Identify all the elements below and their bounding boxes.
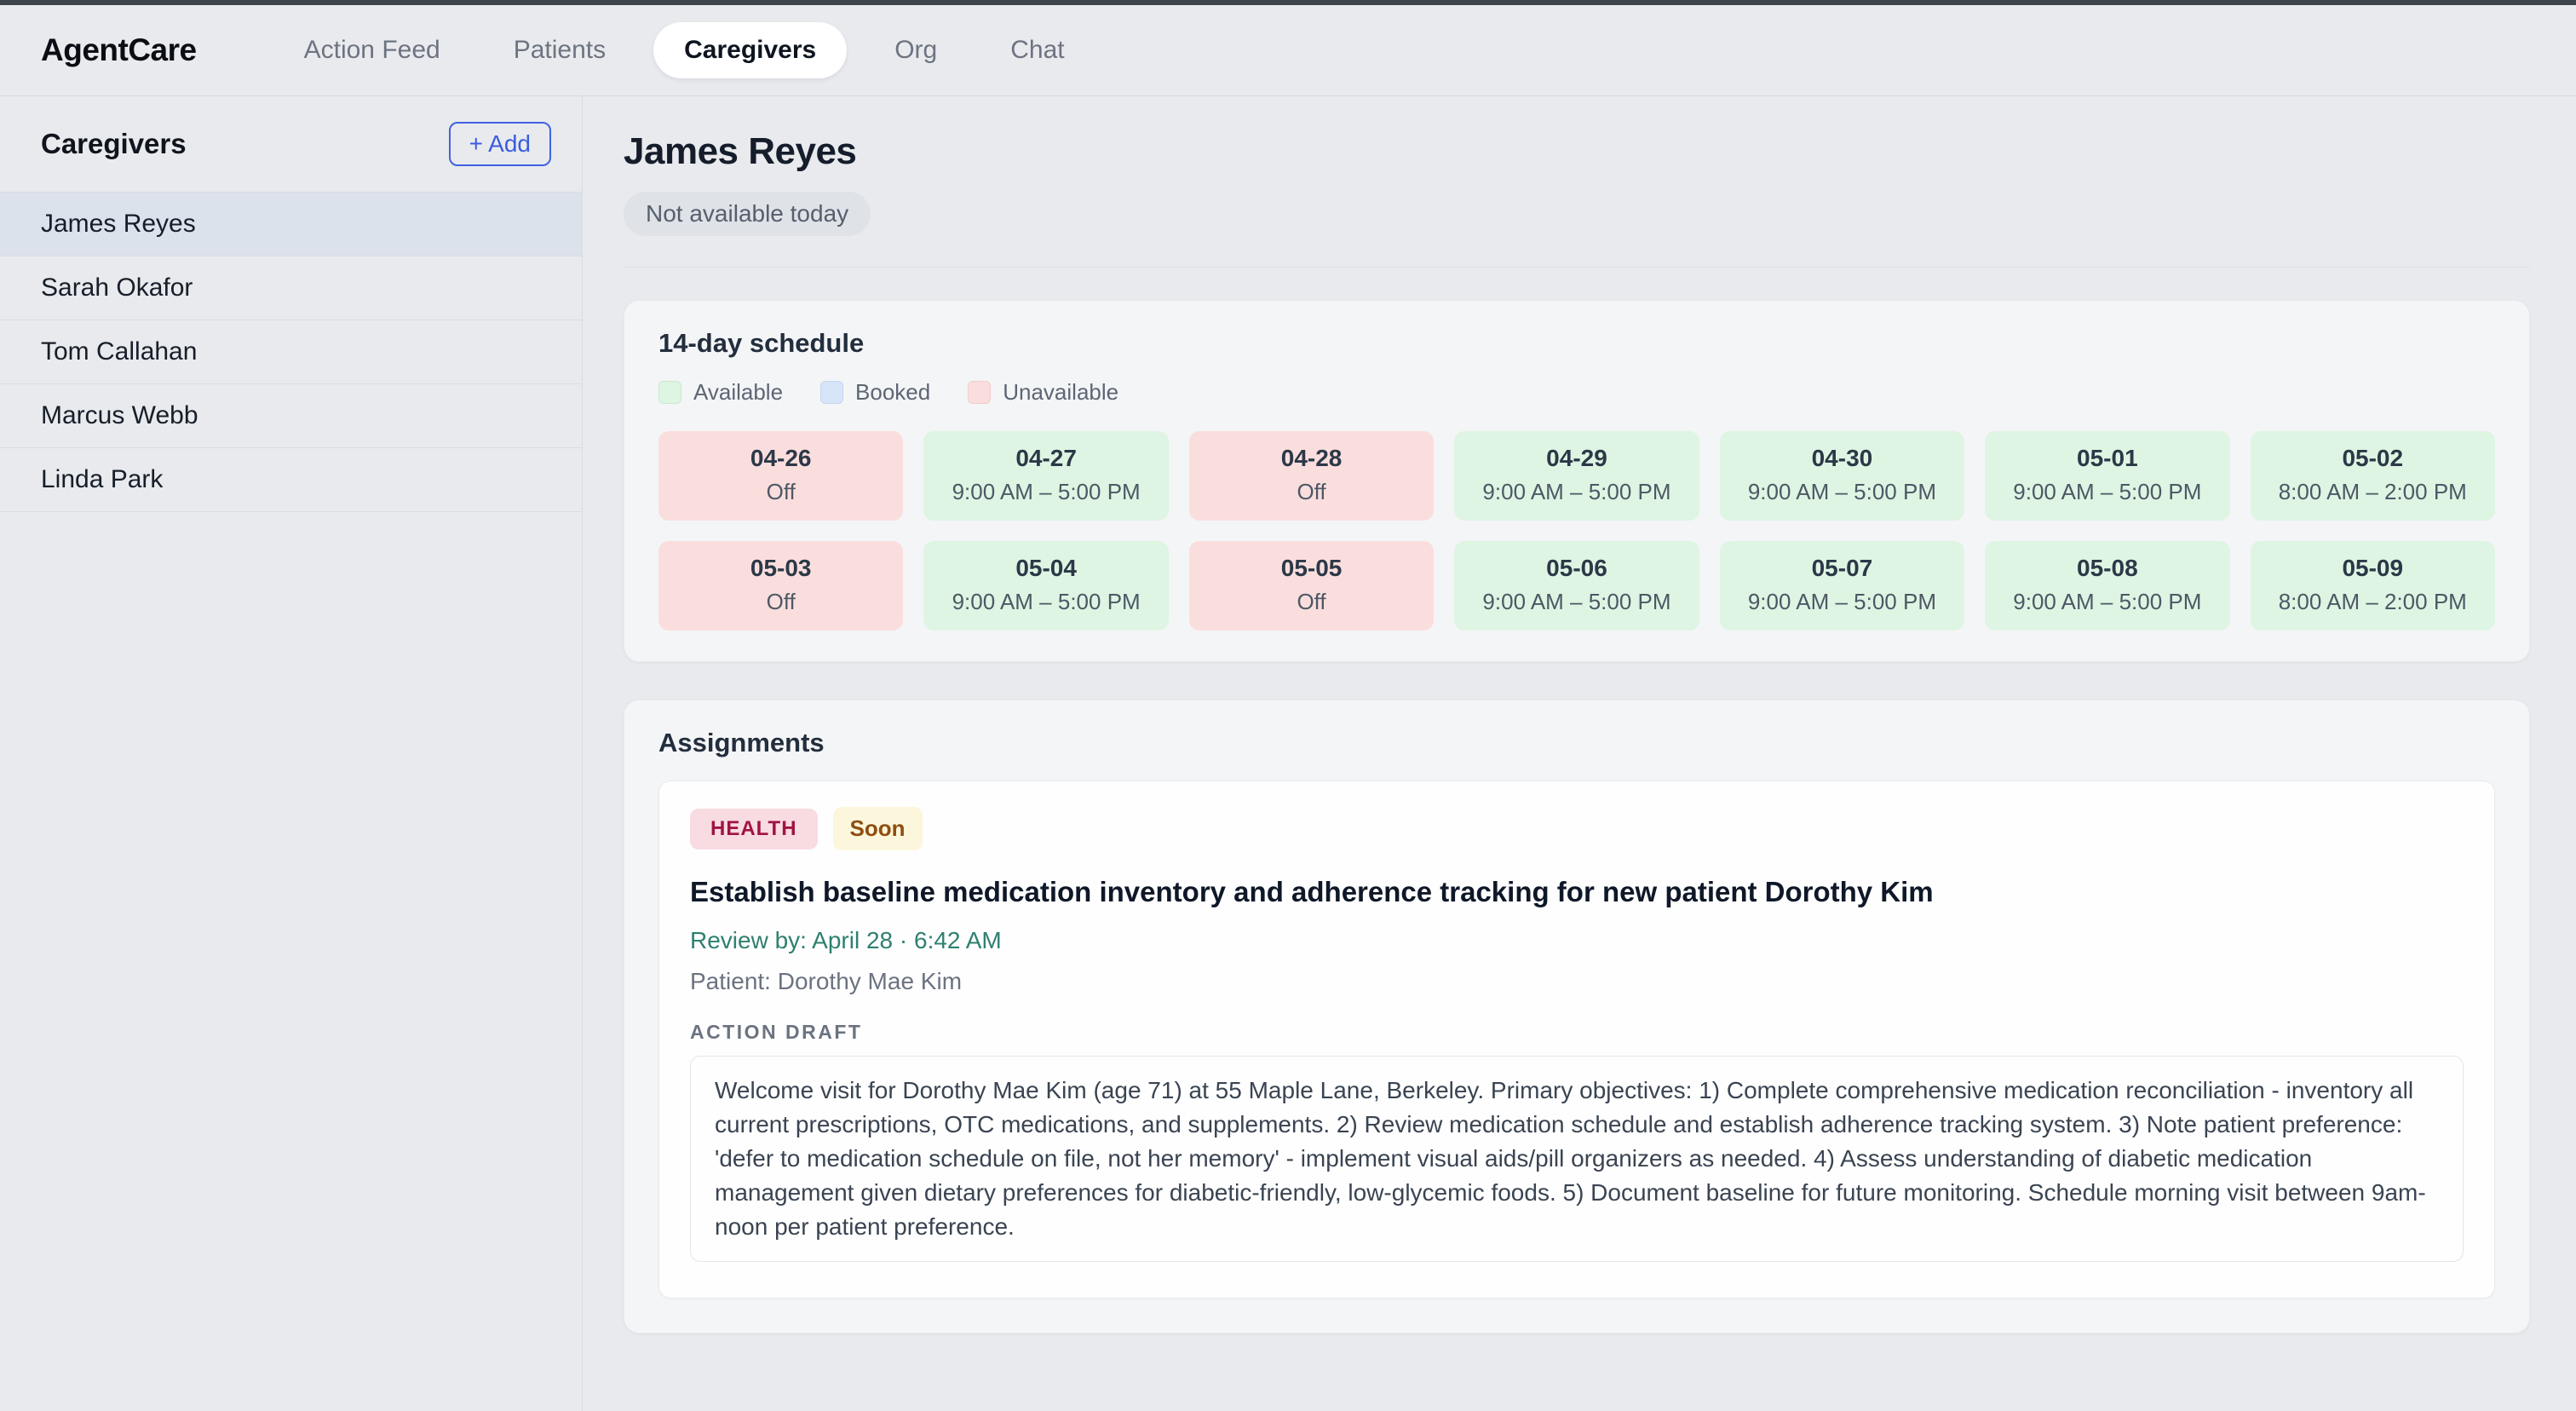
- sidebar-item-sarah-okafor[interactable]: Sarah Okafor: [0, 256, 582, 320]
- assignment-item: HEALTH Soon Establish baseline medicatio…: [658, 780, 2495, 1299]
- legend-label: Available: [693, 379, 784, 405]
- day-date: 05-03: [750, 555, 812, 581]
- tab-caregivers[interactable]: Caregivers: [653, 22, 848, 78]
- sidebar-item-marcus-webb[interactable]: Marcus Webb: [0, 384, 582, 448]
- day-cell: 04-28 Off: [1188, 431, 1435, 521]
- app-brand: AgentCare: [41, 32, 197, 67]
- day-cell: 05-08 9:00 AM – 5:00 PM: [1985, 541, 2230, 631]
- day-cell: 05-05 Off: [1188, 541, 1435, 631]
- day-hours: 9:00 AM – 5:00 PM: [1747, 589, 1936, 614]
- day-date: 04-30: [1811, 445, 1873, 471]
- assignments-title: Assignments: [658, 728, 825, 757]
- nav-tabs: Action Feed Patients Caregivers Org Chat: [279, 22, 1090, 78]
- day-hours: Off: [1297, 589, 1326, 614]
- day-cell: 05-01 9:00 AM – 5:00 PM: [1985, 431, 2230, 521]
- schedule-card: 14-day schedule Available Booked Unavail…: [624, 300, 2530, 662]
- window-top-strip: [0, 0, 2576, 5]
- assignment-title: Establish baseline medication inventory …: [690, 876, 1934, 907]
- header-divider: [624, 267, 2530, 268]
- day-hours: 8:00 AM – 2:00 PM: [2278, 479, 2467, 504]
- day-cell: 05-07 9:00 AM – 5:00 PM: [1719, 541, 1965, 631]
- day-hours: Off: [766, 479, 796, 504]
- schedule-title: 14-day schedule: [658, 328, 865, 358]
- sidebar-item-linda-park[interactable]: Linda Park: [0, 448, 582, 512]
- legend-label: Unavailable: [1003, 379, 1119, 405]
- day-cell: 04-26 Off: [658, 431, 904, 521]
- day-date: 05-08: [2077, 555, 2138, 581]
- day-date: 05-07: [1811, 555, 1873, 581]
- day-date: 04-27: [1015, 445, 1077, 471]
- day-cell: 05-09 8:00 AM – 2:00 PM: [2250, 541, 2495, 631]
- day-cell: 05-04 9:00 AM – 5:00 PM: [923, 541, 1169, 631]
- day-hours: 9:00 AM – 5:00 PM: [2013, 589, 2202, 614]
- assignments-card: Assignments HEALTH Soon Establish baseli…: [624, 700, 2530, 1333]
- day-date: 05-09: [2342, 555, 2404, 581]
- day-date: 05-06: [1546, 555, 1607, 581]
- urgency-badge: Soon: [832, 807, 923, 850]
- page-title: James Reyes: [624, 130, 857, 172]
- unavailable-swatch-icon: [968, 381, 992, 404]
- review-by-line: Review by: April 28 · 6:42 AM: [690, 927, 1002, 953]
- schedule-grid: 04-26 Off 04-27 9:00 AM – 5:00 PM 04-28 …: [658, 431, 2495, 631]
- available-swatch-icon: [658, 381, 681, 404]
- action-draft-text[interactable]: Welcome visit for Dorothy Mae Kim (age 7…: [690, 1056, 2464, 1262]
- day-hours: 8:00 AM – 2:00 PM: [2278, 589, 2467, 614]
- day-cell: 04-30 9:00 AM – 5:00 PM: [1719, 431, 1965, 521]
- day-hours: 9:00 AM – 5:00 PM: [2013, 479, 2202, 504]
- legend-item-unavailable: Unavailable: [968, 379, 1118, 406]
- day-cell: 04-29 9:00 AM – 5:00 PM: [1454, 431, 1699, 521]
- day-hours: 9:00 AM – 5:00 PM: [952, 589, 1141, 614]
- sidebar-item-tom-callahan[interactable]: Tom Callahan: [0, 320, 582, 384]
- sidebar-title: Caregivers: [41, 128, 187, 159]
- tab-org[interactable]: Org: [869, 22, 963, 78]
- day-date: 05-04: [1015, 555, 1077, 581]
- legend-label: Booked: [855, 379, 931, 405]
- day-cell: 05-06 9:00 AM – 5:00 PM: [1454, 541, 1699, 631]
- patient-line: Patient: Dorothy Mae Kim: [690, 968, 963, 994]
- availability-badge: Not available today: [624, 192, 871, 236]
- caregivers-sidebar: Caregivers + Add James Reyes Sarah Okafo…: [0, 96, 583, 1411]
- category-badge: HEALTH: [690, 808, 818, 849]
- top-navigation: AgentCare Action Feed Patients Caregiver…: [0, 5, 2576, 96]
- day-hours: 9:00 AM – 5:00 PM: [1482, 589, 1671, 614]
- day-date: 05-01: [2077, 445, 2138, 471]
- day-hours: 9:00 AM – 5:00 PM: [952, 479, 1141, 504]
- day-hours: Off: [1297, 479, 1326, 504]
- sidebar-item-james-reyes[interactable]: James Reyes: [0, 193, 582, 256]
- action-draft-label: ACTION DRAFT: [690, 1021, 863, 1043]
- tab-chat[interactable]: Chat: [985, 22, 1090, 78]
- caregiver-list: James Reyes Sarah Okafor Tom Callahan Ma…: [0, 192, 582, 512]
- sidebar-header: Caregivers + Add: [0, 96, 582, 192]
- day-cell: 05-02 8:00 AM – 2:00 PM: [2250, 431, 2495, 521]
- legend-item-booked: Booked: [820, 379, 930, 406]
- add-caregiver-button[interactable]: + Add: [448, 122, 551, 166]
- day-date: 04-29: [1546, 445, 1607, 471]
- caregiver-detail-panel: James Reyes Not available today 14-day s…: [583, 96, 2576, 1411]
- day-hours: 9:00 AM – 5:00 PM: [1747, 479, 1936, 504]
- day-hours: Off: [766, 589, 796, 614]
- schedule-legend: Available Booked Unavailable: [658, 379, 2495, 406]
- legend-item-available: Available: [658, 379, 783, 406]
- day-date: 05-05: [1280, 555, 1343, 581]
- assignment-badges: HEALTH Soon: [690, 807, 2464, 850]
- day-cell: 04-27 9:00 AM – 5:00 PM: [923, 431, 1169, 521]
- tab-patients[interactable]: Patients: [488, 22, 631, 78]
- tab-action-feed[interactable]: Action Feed: [279, 22, 466, 78]
- booked-swatch-icon: [820, 381, 844, 404]
- day-hours: 9:00 AM – 5:00 PM: [1482, 479, 1671, 504]
- content-area: Caregivers + Add James Reyes Sarah Okafo…: [0, 96, 2576, 1411]
- day-date: 05-02: [2342, 445, 2404, 471]
- day-date: 04-26: [750, 445, 812, 471]
- day-date: 04-28: [1280, 445, 1343, 471]
- day-cell: 05-03 Off: [658, 541, 904, 631]
